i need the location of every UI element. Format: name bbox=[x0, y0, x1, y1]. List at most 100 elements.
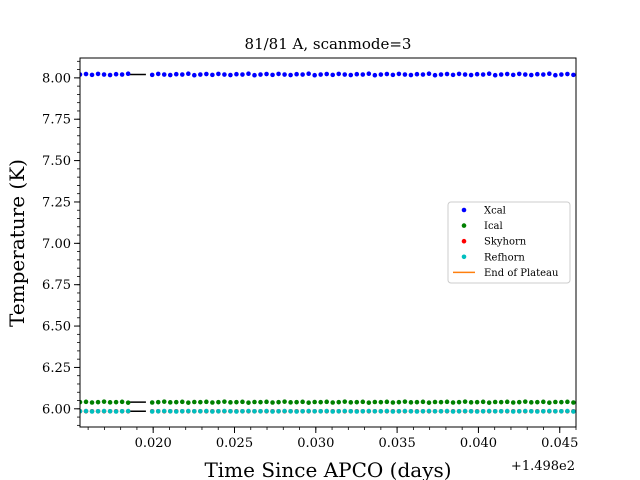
data-point bbox=[119, 408, 125, 414]
data-point bbox=[456, 408, 462, 414]
data-point bbox=[240, 72, 245, 77]
data-point bbox=[366, 71, 372, 77]
y-tick-label: 7.75 bbox=[42, 113, 71, 128]
data-point bbox=[264, 399, 269, 405]
data-point bbox=[80, 72, 83, 77]
y-tick-label: 8.00 bbox=[42, 71, 71, 86]
data-point bbox=[149, 400, 155, 405]
data-point bbox=[228, 408, 233, 414]
data-point bbox=[565, 408, 570, 414]
data-point bbox=[378, 408, 384, 414]
data-point bbox=[480, 72, 486, 77]
data-point bbox=[95, 71, 101, 77]
data-point bbox=[324, 399, 330, 405]
data-point bbox=[95, 408, 101, 414]
data-point bbox=[444, 399, 450, 405]
data-point bbox=[125, 400, 131, 405]
data-point bbox=[173, 399, 179, 405]
data-point bbox=[516, 399, 522, 405]
data-point bbox=[294, 409, 299, 414]
data-point bbox=[186, 400, 191, 405]
data-point bbox=[306, 408, 311, 414]
data-point bbox=[571, 409, 576, 414]
x-axis-label: Time Since APCO (days) bbox=[204, 458, 451, 480]
data-point bbox=[192, 408, 197, 414]
data-point bbox=[426, 71, 432, 77]
data-point bbox=[366, 400, 372, 405]
data-point bbox=[510, 72, 516, 78]
y-tick-label: 7.50 bbox=[42, 154, 71, 169]
x-tick-label: 0.025 bbox=[216, 436, 253, 451]
data-point bbox=[264, 408, 269, 414]
data-point bbox=[234, 409, 239, 414]
data-point bbox=[547, 400, 552, 405]
data-point bbox=[107, 400, 113, 405]
data-point bbox=[354, 409, 360, 414]
data-point bbox=[414, 399, 420, 405]
data-point bbox=[450, 400, 456, 405]
data-point bbox=[336, 399, 342, 405]
data-point bbox=[246, 71, 251, 77]
series-xcal bbox=[80, 71, 576, 78]
data-point bbox=[312, 399, 317, 405]
data-point bbox=[282, 399, 287, 404]
data-point bbox=[276, 71, 281, 77]
data-point bbox=[348, 72, 354, 78]
data-point bbox=[474, 71, 480, 77]
data-point bbox=[288, 408, 293, 414]
data-point bbox=[107, 72, 113, 78]
data-point bbox=[535, 71, 540, 77]
data-point bbox=[372, 408, 378, 414]
data-point bbox=[210, 409, 215, 414]
data-point bbox=[450, 72, 456, 78]
data-point bbox=[282, 408, 287, 414]
data-point bbox=[83, 399, 89, 405]
y-tick-label: 6.50 bbox=[42, 320, 71, 335]
data-point bbox=[276, 408, 281, 414]
data-point bbox=[288, 400, 293, 405]
data-point bbox=[456, 399, 462, 405]
y-tick-label: 6.25 bbox=[42, 361, 71, 376]
data-point bbox=[547, 408, 552, 414]
y-tick-label: 7.00 bbox=[42, 237, 71, 252]
data-point bbox=[468, 400, 474, 405]
data-point bbox=[504, 399, 510, 405]
data-point bbox=[294, 71, 299, 77]
x-tick-label: 0.045 bbox=[541, 436, 578, 451]
legend-label: End of Plateau bbox=[484, 268, 559, 279]
data-point bbox=[354, 399, 360, 405]
data-point bbox=[306, 400, 311, 405]
data-point bbox=[577, 409, 582, 414]
data-point bbox=[270, 400, 275, 405]
data-point bbox=[528, 72, 534, 78]
data-point bbox=[300, 399, 305, 405]
data-point bbox=[432, 72, 438, 78]
data-point bbox=[306, 71, 311, 77]
data-point bbox=[119, 72, 125, 77]
data-point bbox=[198, 399, 203, 405]
data-point bbox=[432, 399, 438, 405]
data-point bbox=[390, 409, 396, 414]
data-point bbox=[264, 71, 269, 77]
data-point bbox=[522, 399, 528, 404]
data-point bbox=[330, 409, 336, 414]
legend-label: Skyhorn bbox=[484, 237, 527, 248]
x-tick-label: 0.035 bbox=[379, 436, 416, 451]
data-point bbox=[504, 408, 510, 414]
data-point bbox=[547, 71, 552, 77]
data-point bbox=[155, 71, 161, 77]
data-point bbox=[222, 399, 227, 404]
legend-marker bbox=[461, 223, 467, 228]
data-point bbox=[125, 408, 131, 414]
data-point bbox=[282, 72, 287, 77]
data-point bbox=[234, 399, 239, 405]
data-point bbox=[535, 409, 540, 414]
data-point bbox=[438, 408, 444, 414]
data-point bbox=[155, 408, 161, 414]
data-point bbox=[492, 72, 498, 78]
data-point bbox=[222, 72, 227, 77]
data-point bbox=[89, 400, 95, 405]
data-point bbox=[324, 408, 330, 414]
data-point bbox=[270, 72, 275, 78]
data-point bbox=[318, 408, 323, 414]
